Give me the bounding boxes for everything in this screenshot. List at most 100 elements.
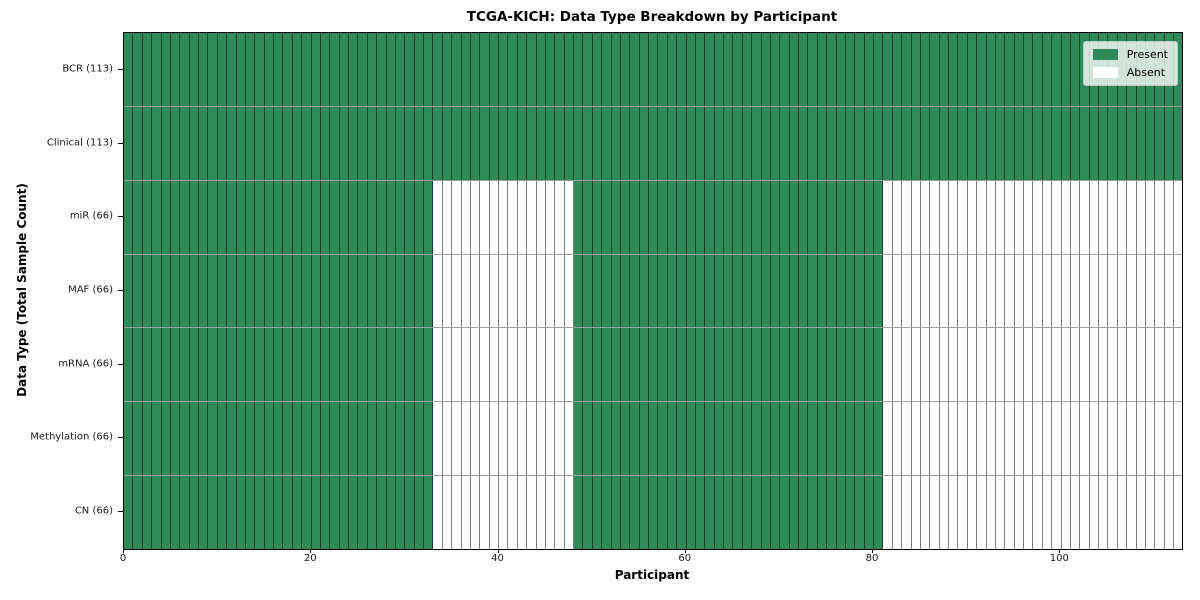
heatmap-cell — [649, 254, 659, 328]
heatmap-cell — [958, 254, 968, 328]
heatmap-cell — [180, 328, 190, 402]
heatmap-cell — [536, 180, 546, 254]
heatmap-cell — [1155, 328, 1165, 402]
heatmap-cell — [742, 254, 753, 328]
heatmap-cell — [189, 33, 199, 106]
heatmap-cell — [367, 33, 378, 106]
heatmap-cell — [255, 402, 265, 476]
heatmap-cell — [977, 328, 987, 402]
y-tick-label-BCR: BCR (113) — [62, 63, 113, 75]
heatmap-cell — [770, 106, 781, 180]
y-tick-mark — [118, 511, 123, 513]
heatmap-cell — [920, 254, 931, 328]
heatmap-cell — [545, 402, 556, 476]
heatmap-cell — [133, 328, 143, 402]
heatmap-cell — [386, 328, 396, 402]
heatmap-cell — [349, 106, 359, 180]
heatmap-cell — [358, 180, 368, 254]
heatmap-cell — [1164, 328, 1174, 402]
heatmap-cell — [152, 476, 162, 550]
heatmap-cell — [714, 476, 724, 550]
heatmap-cell — [724, 328, 734, 402]
heatmap-cell — [236, 402, 246, 476]
heatmap-cell — [620, 180, 631, 254]
heatmap-cell — [377, 476, 387, 550]
heatmap-cell — [180, 402, 190, 476]
heatmap-cell — [461, 476, 471, 550]
heatmap-cell — [592, 180, 603, 254]
heatmap-cell — [667, 106, 678, 180]
heatmap-cell — [480, 254, 490, 328]
heatmap-cell — [189, 402, 199, 476]
heatmap-cell — [339, 33, 349, 106]
heatmap-cell — [1042, 476, 1053, 550]
heatmap-cell — [527, 254, 537, 328]
heatmap-cell — [217, 180, 228, 254]
heatmap-cell — [358, 33, 368, 106]
heatmap-cell — [920, 180, 931, 254]
heatmap-cell — [1014, 106, 1024, 180]
heatmap-cell — [189, 476, 199, 550]
x-tick-label: 20 — [303, 553, 317, 564]
heatmap-cell — [949, 180, 959, 254]
heatmap-cell — [264, 328, 274, 402]
heatmap-cell — [1099, 328, 1109, 402]
heatmap-cell — [245, 254, 256, 328]
heatmap-cell — [414, 33, 424, 106]
heatmap-cell — [386, 254, 396, 328]
heatmap-row-mRNA — [124, 328, 1183, 403]
heatmap-cell — [733, 33, 743, 106]
heatmap-cell — [470, 328, 481, 402]
heatmap-cell — [892, 254, 903, 328]
heatmap-cell — [667, 33, 678, 106]
heatmap-cell — [874, 328, 884, 402]
heatmap-cell — [1164, 180, 1174, 254]
heatmap-cell — [1099, 402, 1109, 476]
heatmap-cell — [1174, 476, 1183, 550]
heatmap-cell — [780, 328, 790, 402]
heatmap-cell — [920, 106, 931, 180]
heatmap-cell — [677, 106, 687, 180]
heatmap-cell — [283, 328, 293, 402]
heatmap-cell — [1174, 402, 1183, 476]
heatmap-cell — [1014, 476, 1024, 550]
heatmap-cell — [649, 402, 659, 476]
heatmap-cell — [845, 33, 856, 106]
heatmap-cell — [170, 328, 181, 402]
heatmap-cell — [714, 328, 724, 402]
heatmap-cell — [480, 180, 490, 254]
heatmap-cell — [827, 33, 837, 106]
heatmap-cell — [883, 328, 893, 402]
heatmap-cell — [883, 254, 893, 328]
heatmap-cell — [986, 254, 996, 328]
heatmap-cell — [1108, 254, 1118, 328]
heatmap-cell — [677, 328, 687, 402]
heatmap-cell — [452, 328, 462, 402]
heatmap-cell — [930, 402, 940, 476]
heatmap-cell — [1174, 180, 1183, 254]
heatmap-cell — [592, 476, 603, 550]
heatmap-cell — [508, 33, 518, 106]
heatmap-cell — [508, 254, 518, 328]
heatmap-cell — [320, 328, 331, 402]
heatmap-cell — [339, 328, 349, 402]
heatmap-cell — [733, 254, 743, 328]
heatmap-cell — [1155, 254, 1165, 328]
heatmap-cell — [761, 106, 771, 180]
heatmap-cell — [452, 106, 462, 180]
heatmap-cell — [199, 254, 209, 328]
heatmap-cell — [377, 106, 387, 180]
heatmap-cell — [283, 33, 293, 106]
heatmap-cell — [320, 33, 331, 106]
heatmap-cell — [1061, 476, 1071, 550]
heatmap-cell — [686, 33, 696, 106]
heatmap-cell — [330, 180, 340, 254]
heatmap-cell — [592, 254, 603, 328]
heatmap-cell — [667, 254, 678, 328]
heatmap-cell — [817, 476, 828, 550]
heatmap-cell — [705, 106, 715, 180]
heatmap-cell — [1070, 106, 1081, 180]
heatmap-cell — [958, 33, 968, 106]
heatmap-cell — [930, 328, 940, 402]
heatmap-cell — [424, 106, 434, 180]
